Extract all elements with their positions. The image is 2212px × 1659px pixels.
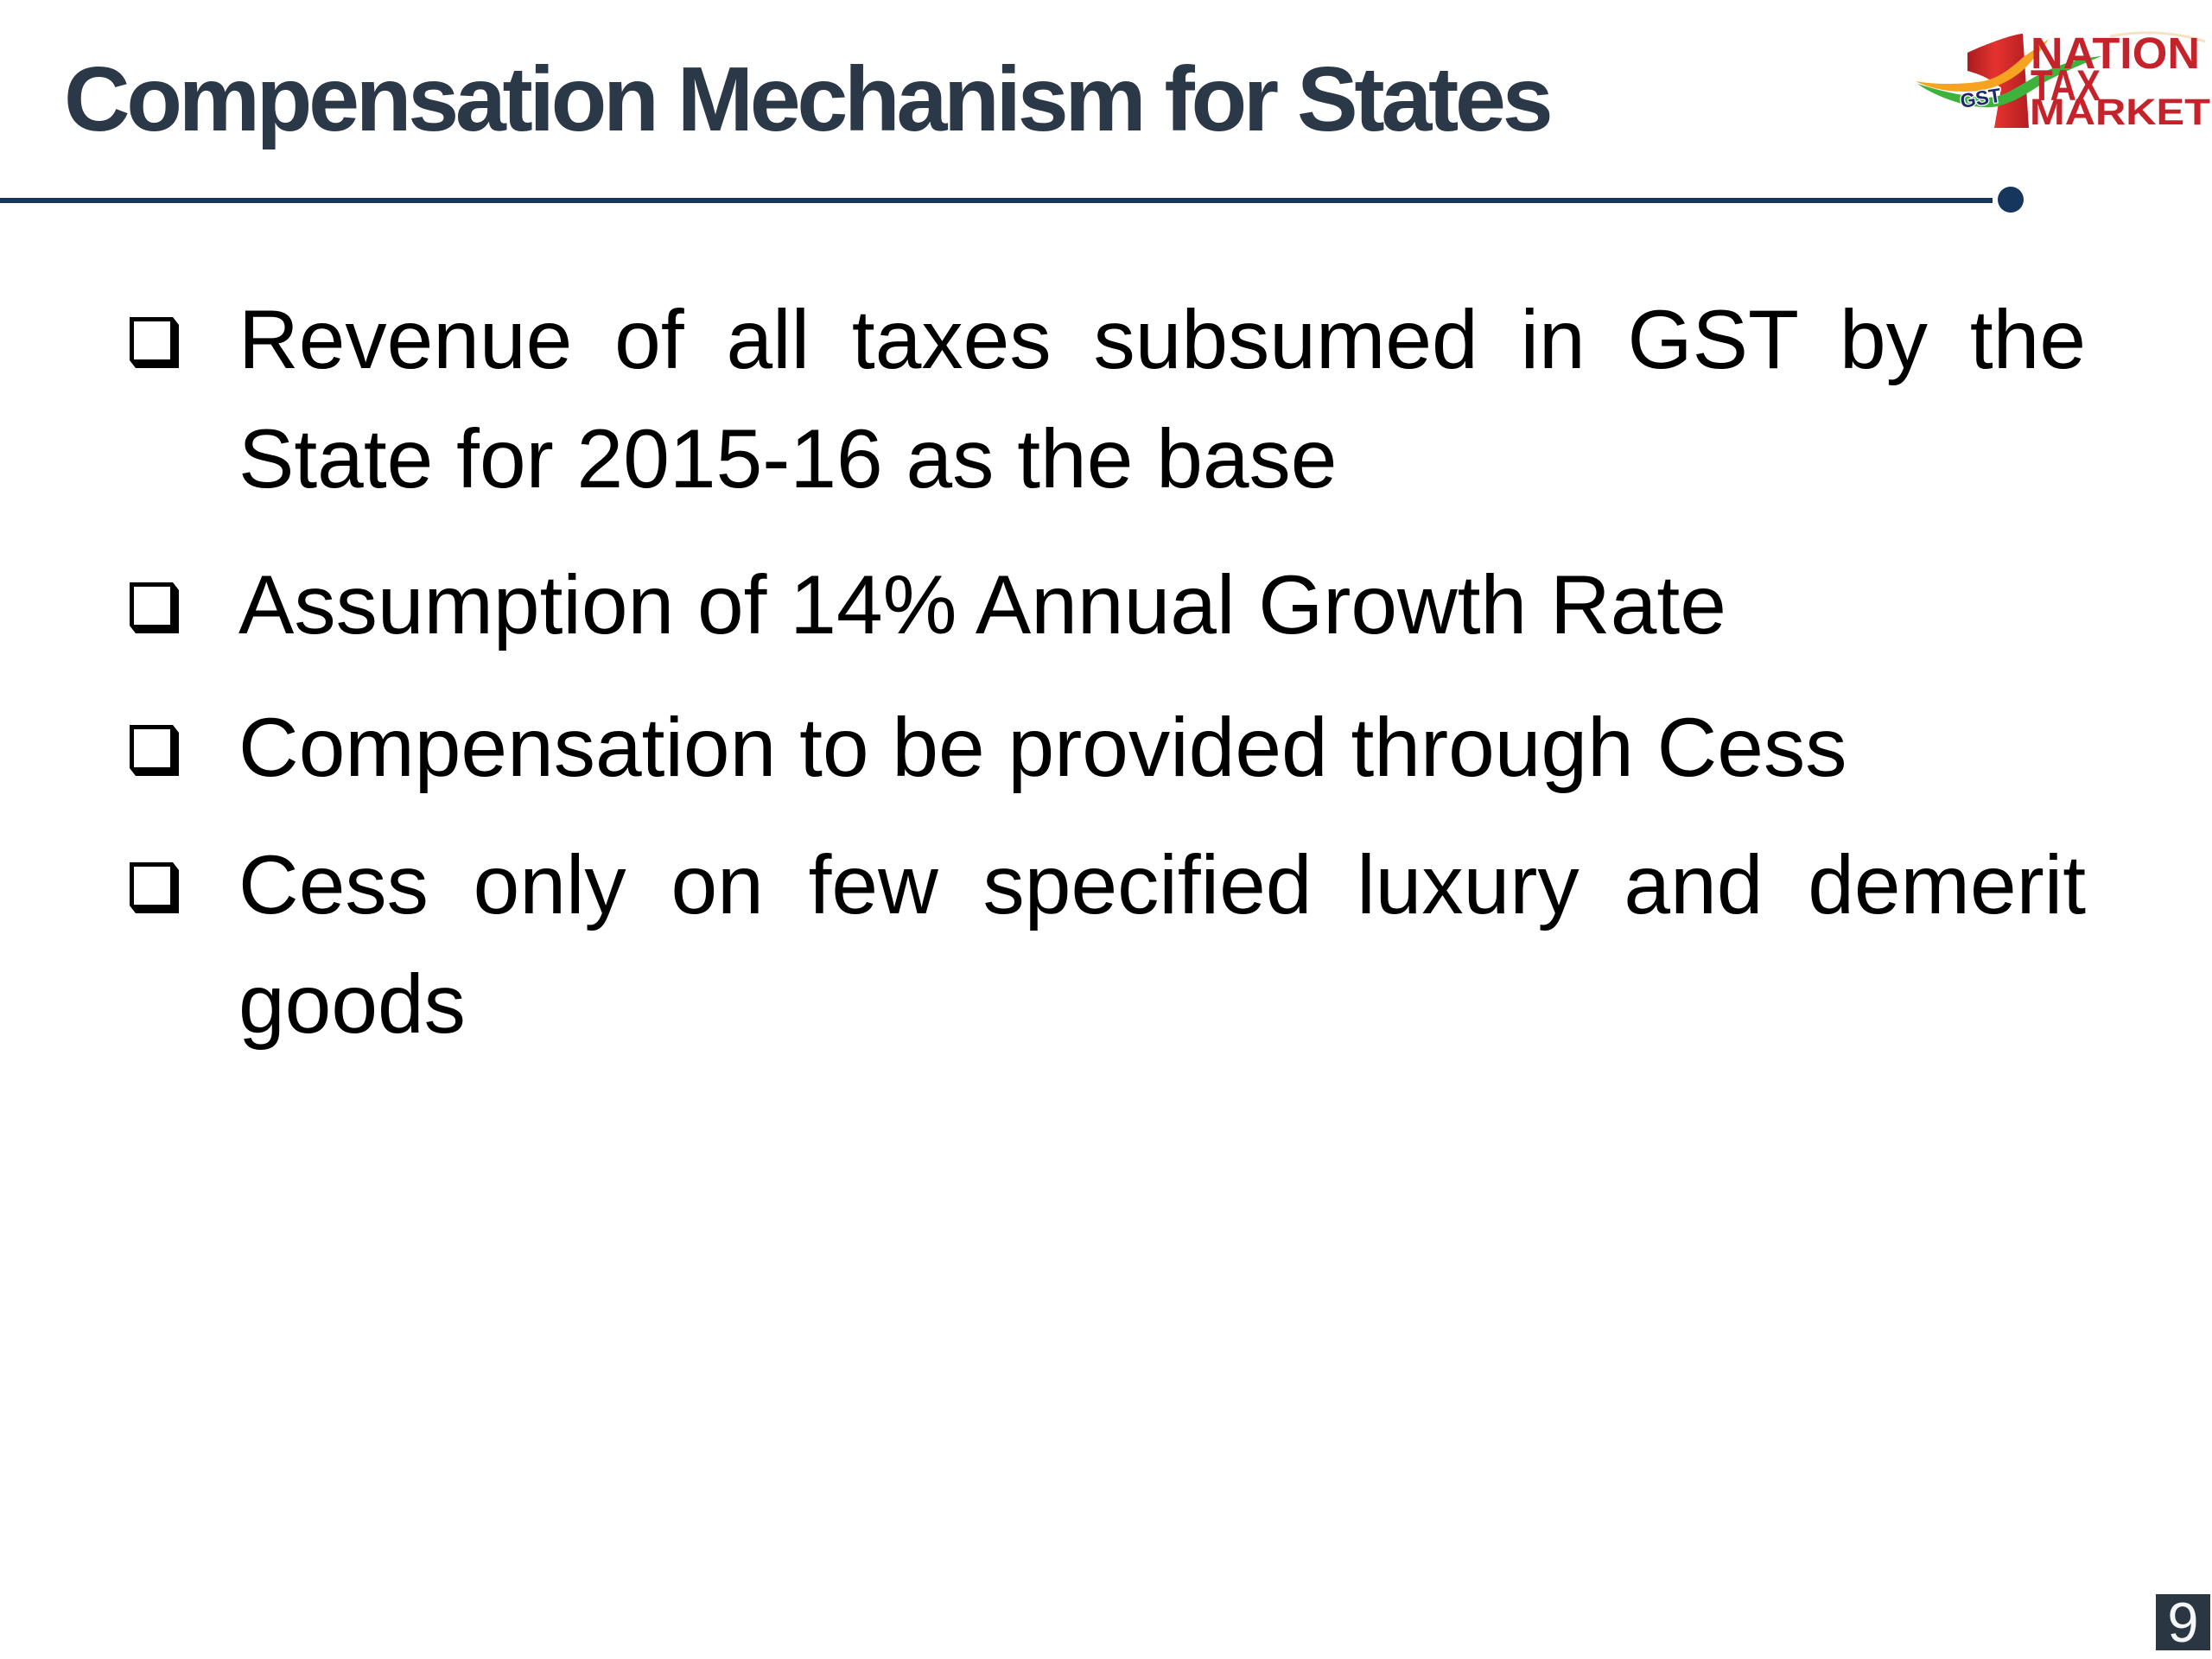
svg-text:TAX: TAX (2031, 61, 2101, 110)
svg-text:NATION: NATION (2031, 29, 2200, 78)
svg-text:MARKET: MARKET (2030, 92, 2210, 133)
